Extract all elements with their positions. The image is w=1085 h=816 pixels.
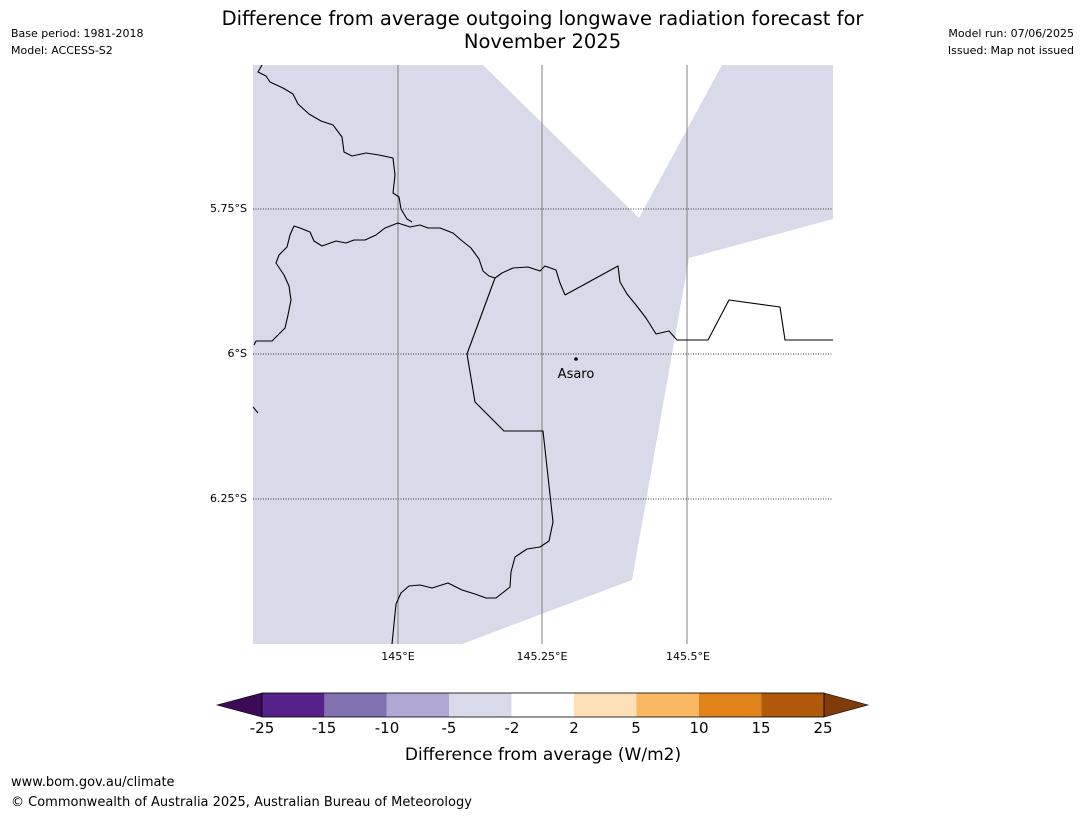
header-right: Model run: 07/06/2025 Issued: Map not is…	[948, 25, 1074, 59]
map-title: Difference from average outgoing longwav…	[190, 7, 895, 53]
colorbar-bin-2	[324, 693, 387, 717]
asaro-label: Asaro	[558, 367, 595, 382]
lon-label-145-5: 145.5°E	[666, 650, 710, 663]
footer-url: www.bom.gov.au/climate	[11, 775, 175, 790]
colorbar-tick: -15	[311, 719, 337, 737]
colorbar-outline	[261, 692, 825, 718]
title-line-1: Difference from average outgoing longwav…	[221, 7, 864, 30]
lat-label-5-75: 5.75°S	[210, 202, 247, 215]
issued-status: Issued: Map not issued	[947, 44, 1074, 57]
colorbar-tick: -25	[249, 719, 275, 737]
colorbar-high-extend	[823, 692, 870, 718]
colorbar-tick: 5	[631, 719, 641, 737]
colorbar-low-extend	[215, 692, 263, 718]
colorbar-tick: 15	[751, 719, 771, 737]
colorbar-bin-3	[386, 693, 450, 717]
colorbar-bin-1	[262, 693, 325, 717]
boundary-northern	[257, 64, 413, 223]
colorbar-bin-9	[761, 693, 824, 717]
model-run: Model run: 07/06/2025	[948, 27, 1074, 40]
colorbar-bin-8	[698, 693, 762, 717]
lat-label-6: 6°S	[227, 347, 247, 360]
colorbar-bin-4	[449, 693, 512, 717]
colorbar-bin-6	[574, 693, 637, 717]
boundary-western	[253, 222, 566, 346]
boundary-fragment-west	[252, 406, 259, 414]
base-period: Base period: 1981-2018	[11, 27, 144, 40]
colorbar-bin-5	[511, 693, 574, 717]
boundary-central-west	[391, 277, 554, 645]
lat-label-6-25: 6.25°S	[210, 492, 247, 505]
title-line-2: November 2025	[463, 30, 622, 53]
colorbar-tick: -5	[441, 719, 457, 737]
colorbar-label: Difference from average (W/m2)	[404, 745, 682, 765]
colorbar-tick: 10	[689, 719, 709, 737]
colorbar-tick: 2	[569, 719, 579, 737]
colorbar-tick: -2	[504, 719, 520, 737]
colorbar-bin-7	[636, 693, 699, 717]
footer-copyright: © Commonwealth of Australia 2025, Austra…	[11, 795, 472, 810]
colorbar-tick: -10	[374, 719, 400, 737]
header-left: Base period: 1981-2018 Model: ACCESS-S2	[11, 25, 143, 59]
colorbar-tick: 25	[813, 719, 833, 737]
asaro-location-dot	[574, 357, 578, 361]
boundary-eastern	[564, 265, 833, 341]
lon-label-145-25: 145.25°E	[516, 650, 568, 663]
lon-label-145: 145°E	[381, 650, 415, 663]
model-name: Model: ACCESS-S2	[11, 44, 113, 57]
